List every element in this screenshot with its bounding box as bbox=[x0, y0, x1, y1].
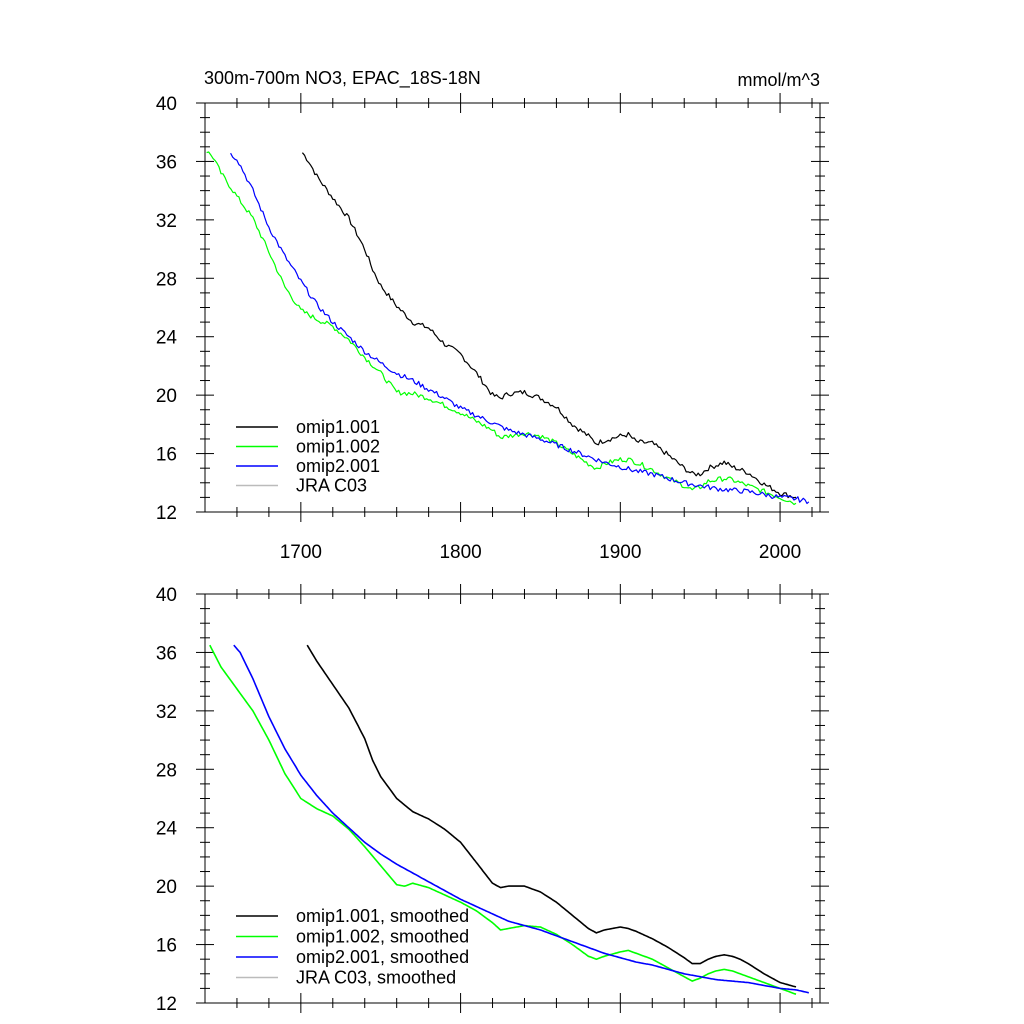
legend-label: JRA C03, smoothed bbox=[296, 968, 456, 988]
x-tick-label: 1700 bbox=[280, 542, 322, 563]
units-label: mmol/m^3 bbox=[738, 70, 820, 90]
legend-label: omip1.001, smoothed bbox=[296, 906, 469, 926]
legend-label: omip1.001 bbox=[296, 417, 380, 437]
top-panel: 12 16 20 24 28 32 36 40 1700 1800 1900 2000 omip1.00… bbox=[156, 93, 829, 563]
y-tick-label: 16 bbox=[156, 936, 177, 957]
y-tick-label: 12 bbox=[156, 994, 177, 1015]
series-line bbox=[233, 644, 809, 994]
series-line bbox=[209, 644, 797, 995]
y-tick-label: 20 bbox=[156, 877, 177, 898]
y-tick-label: 40 bbox=[156, 585, 177, 606]
legend-label: omip1.002 bbox=[296, 437, 380, 457]
y-tick-label: 16 bbox=[156, 445, 177, 466]
y-tick-label: 40 bbox=[156, 94, 177, 115]
legend-label: omip1.002, smoothed bbox=[296, 927, 469, 947]
bottom-panel: 12 16 20 24 28 32 36 40 omip1.001, smoothedomip1… bbox=[156, 584, 829, 1015]
legend-label: JRA C03 bbox=[296, 476, 367, 496]
legend-label: omip2.001, smoothed bbox=[296, 947, 469, 967]
y-tick-label: 24 bbox=[156, 819, 178, 840]
y-tick-label: 12 bbox=[156, 503, 177, 524]
y-tick-label: 32 bbox=[156, 702, 177, 723]
y-tick-label: 36 bbox=[156, 152, 177, 173]
series-line bbox=[306, 644, 797, 988]
x-tick-label: 2000 bbox=[759, 542, 801, 563]
series-line bbox=[206, 151, 797, 506]
x-tick-label: 1800 bbox=[439, 542, 481, 563]
y-tick-label: 28 bbox=[156, 760, 177, 781]
y-tick-label: 20 bbox=[156, 386, 177, 407]
series-line bbox=[230, 152, 810, 505]
series-line bbox=[301, 152, 797, 499]
chart-title: 300m-700m NO3, EPAC_18S-18N bbox=[204, 68, 481, 89]
y-tick-label: 32 bbox=[156, 211, 177, 232]
x-tick-label: 1900 bbox=[599, 542, 641, 563]
legend-label: omip2.001 bbox=[296, 456, 380, 476]
y-tick-label: 36 bbox=[156, 643, 177, 664]
y-tick-label: 24 bbox=[156, 328, 178, 349]
y-tick-label: 28 bbox=[156, 269, 177, 290]
